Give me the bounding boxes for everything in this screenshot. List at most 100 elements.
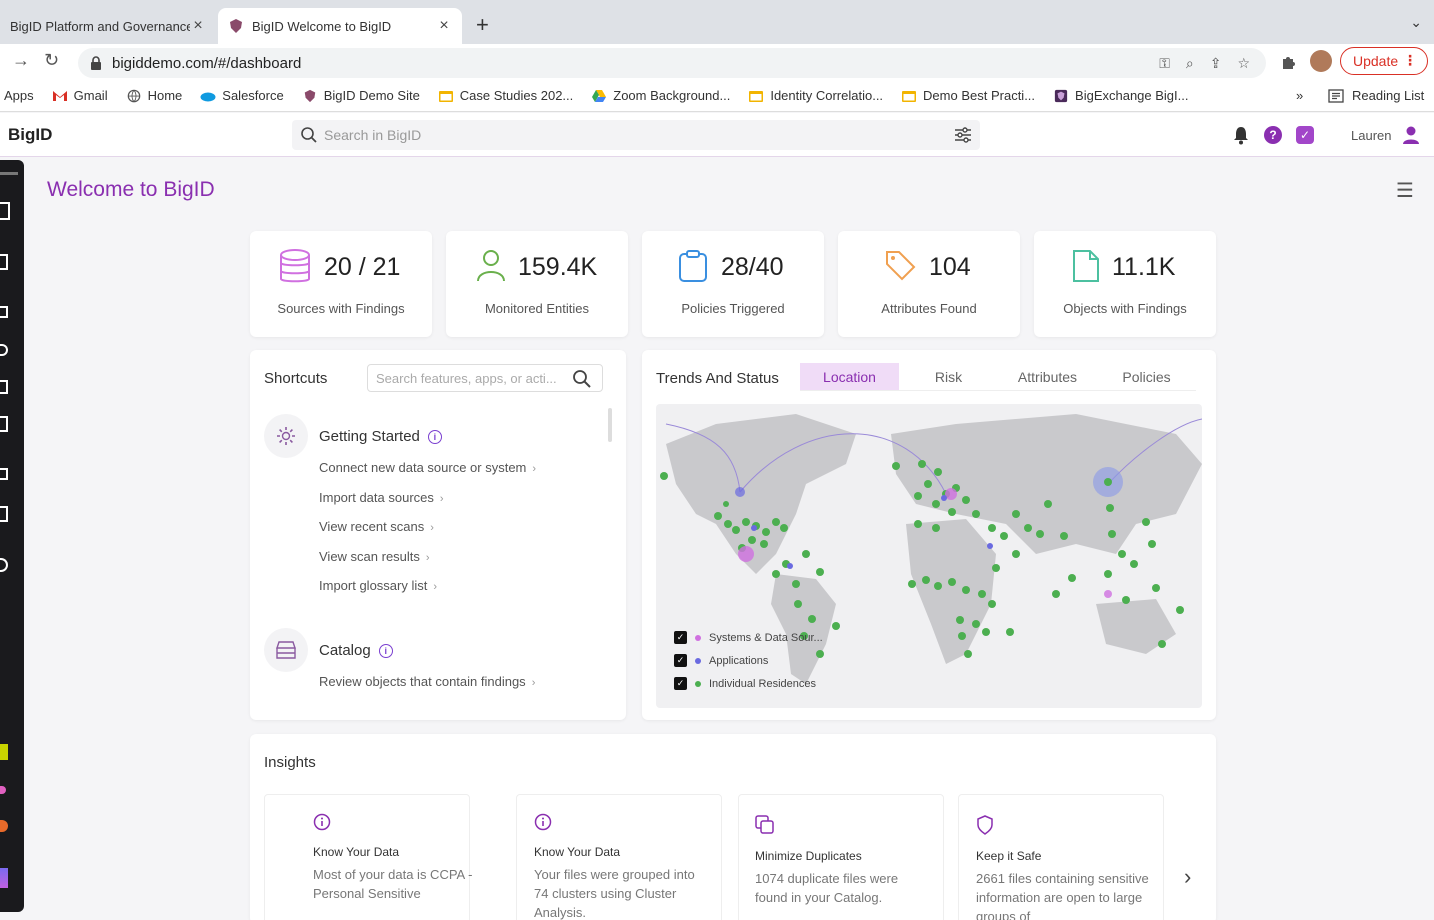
insight-card-clusters[interactable]: Know Your Data Your files were grouped i… <box>516 794 722 920</box>
share-icon[interactable]: ⇪ <box>1209 54 1222 71</box>
bookmark-home[interactable]: Home <box>126 88 183 103</box>
user-name[interactable]: Lauren <box>1351 128 1392 143</box>
stat-card-objects[interactable]: 11.1K Objects with Findings <box>1034 231 1216 337</box>
browser-tab-bigid-platform[interactable]: BigID Platform and Governance × <box>0 8 216 44</box>
filter-sliders-icon[interactable] <box>954 126 972 144</box>
data-sources-nav-icon[interactable] <box>0 380 8 394</box>
reading-list-button[interactable]: Reading List <box>1328 88 1424 103</box>
star-icon[interactable]: ☆ <box>1237 54 1250 71</box>
bookmark-bigexchange[interactable]: BigExchange BigI... <box>1053 88 1189 103</box>
key-icon[interactable]: ⚿ <box>1159 54 1170 71</box>
app-nav-icon-orange[interactable] <box>0 820 8 832</box>
insight-card-keep-it-safe[interactable]: Keep it Safe 2661 files containing sensi… <box>958 794 1164 920</box>
tab-attributes[interactable]: Attributes <box>1017 369 1078 385</box>
bigid-shield-icon <box>304 89 315 102</box>
bookmark-label: Home <box>147 88 183 103</box>
legend-applications[interactable]: ✓ Applications <box>674 649 823 672</box>
url-input[interactable]: bigiddemo.com/#/dashboard ⚿ ⌕ ⇪ ☆ <box>78 48 1266 78</box>
app-nav-icon-yellow[interactable] <box>0 744 8 760</box>
tasks-check-icon[interactable]: ✓ <box>1296 126 1314 144</box>
shortcut-review-objects[interactable]: Review objects that contain findings › <box>319 674 535 689</box>
bookmark-salesforce[interactable]: Salesforce <box>200 88 284 103</box>
checkbox-checked-icon[interactable]: ✓ <box>674 631 687 644</box>
correlation-nav-icon[interactable] <box>0 344 8 356</box>
bell-icon[interactable] <box>1232 125 1250 145</box>
page-title: Welcome to BigID <box>47 178 215 201</box>
documents-nav-icon[interactable] <box>0 416 8 432</box>
stat-card-policies[interactable]: 28/40 Policies Triggered <box>642 231 824 337</box>
trends-title: Trends And Status <box>656 370 779 387</box>
shortcut-import-data-sources[interactable]: Import data sources › <box>319 490 444 505</box>
tab-risk[interactable]: Risk <box>934 369 963 385</box>
legend-systems-data-sources[interactable]: ✓ Systems & Data Sour... <box>674 626 823 649</box>
tab-location[interactable]: Location <box>800 363 899 390</box>
bookmark-zoom-background[interactable]: Zoom Background... <box>591 88 730 103</box>
stat-card-attributes[interactable]: 104 Attributes Found <box>838 231 1020 337</box>
bookmark-gmail[interactable]: Gmail <box>52 88 108 103</box>
salesforce-cloud-icon <box>200 92 216 101</box>
dashboard-nav-icon[interactable] <box>0 202 10 220</box>
insight-card-duplicates[interactable]: Minimize Duplicates 1074 duplicate files… <box>738 794 944 920</box>
help-icon[interactable]: ? <box>1264 126 1282 144</box>
browser-tab-welcome[interactable]: BigID Welcome to BigID × <box>218 8 462 44</box>
chevron-right-icon[interactable]: › <box>1184 864 1192 889</box>
shortcuts-scrollbar[interactable] <box>608 408 612 442</box>
chevron-down-icon[interactable]: ⌄ <box>1410 14 1422 30</box>
bookmarks-overflow-icon[interactable]: » <box>1296 88 1304 103</box>
hamburger-menu-icon[interactable]: ☰ <box>1396 180 1414 202</box>
reload-icon[interactable]: ↻ <box>44 50 60 70</box>
shortcut-view-scan-results[interactable]: View scan results › <box>319 549 430 564</box>
shortcut-connect-data-source[interactable]: Connect new data source or system › <box>319 460 536 475</box>
reports-nav-icon[interactable] <box>0 254 8 270</box>
bookmark-case-studies[interactable]: Case Studies 202... <box>438 88 573 103</box>
forward-arrow-icon[interactable]: → <box>12 50 30 70</box>
browser-profile-avatar[interactable] <box>1310 50 1332 72</box>
bookmark-bigid-demo[interactable]: BigID Demo Site <box>302 88 420 103</box>
update-button[interactable]: Update ⋮ <box>1340 47 1428 75</box>
world-map[interactable]: ✓ Systems & Data Sour... ✓ Applications … <box>656 404 1202 708</box>
policies-nav-icon[interactable] <box>0 506 8 522</box>
shortcut-label: Import data sources <box>319 490 434 505</box>
tab-policies[interactable]: Policies <box>1122 369 1171 385</box>
checkbox-checked-icon[interactable]: ✓ <box>674 677 687 690</box>
tools-nav-icon[interactable] <box>0 468 8 480</box>
close-icon[interactable]: × <box>439 17 449 34</box>
gear-icon <box>264 414 308 458</box>
shortcuts-search-input[interactable]: Search features, apps, or acti... <box>367 364 603 392</box>
insight-title: Know Your Data <box>313 845 400 859</box>
legend-individual-residences[interactable]: ✓ Individual Residences <box>674 672 823 695</box>
tag-icon <box>886 251 916 281</box>
insight-title: Know Your Data <box>534 845 621 859</box>
info-icon[interactable]: i <box>427 430 442 445</box>
info-icon <box>313 813 331 831</box>
insight-text: 2661 files containing sensitive informat… <box>976 871 1149 920</box>
shortcut-import-glossary[interactable]: Import glossary list › <box>319 578 437 593</box>
checkbox-checked-icon[interactable]: ✓ <box>674 654 687 667</box>
info-icon[interactable]: i <box>378 644 393 659</box>
stat-card-entities[interactable]: 159.4K Monitored Entities <box>446 231 628 337</box>
stat-card-sources[interactable]: 20 / 21 Sources with Findings <box>250 231 432 337</box>
bigid-logo[interactable]: BigID <box>8 125 53 144</box>
extensions-puzzle-icon[interactable] <box>1280 54 1296 70</box>
user-avatar-icon[interactable] <box>1402 125 1420 145</box>
app-grid-nav-icon[interactable] <box>0 868 8 888</box>
left-nav-rail <box>0 160 24 912</box>
rail-indicator <box>0 172 18 175</box>
bookmark-demo-best-practices[interactable]: Demo Best Practi... <box>901 88 1035 103</box>
chevron-right-icon: › <box>531 677 536 689</box>
close-icon[interactable]: × <box>193 17 203 34</box>
global-search-input[interactable]: Search in BigID <box>292 120 980 150</box>
catalog-nav-icon[interactable] <box>0 306 8 318</box>
bookmark-identity-correlation[interactable]: Identity Correlatio... <box>748 88 883 103</box>
app-nav-icon-pink[interactable] <box>0 786 6 794</box>
zoom-icon[interactable]: ⌕ <box>1185 54 1194 71</box>
bookmark-label: BigExchange BigI... <box>1075 88 1189 103</box>
new-tab-plus-icon[interactable]: + <box>476 12 489 37</box>
insight-card-know-your-data[interactable]: Know Your Data Most of your data is CCPA… <box>264 794 472 920</box>
settings-nav-icon[interactable] <box>0 558 8 572</box>
bookmark-apps[interactable]: Apps <box>4 88 34 103</box>
group-title-text: Getting Started <box>319 428 420 445</box>
stat-value: 159.4K <box>518 253 598 281</box>
shortcut-view-recent-scans[interactable]: View recent scans › <box>319 519 434 534</box>
legend-label: Individual Residences <box>709 677 817 690</box>
